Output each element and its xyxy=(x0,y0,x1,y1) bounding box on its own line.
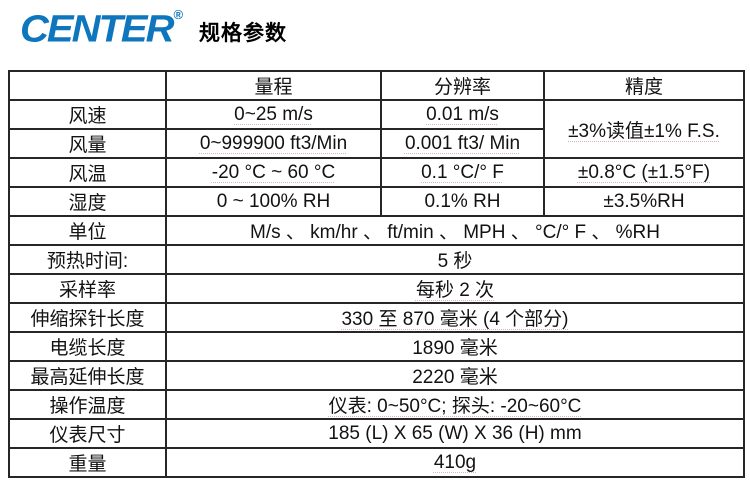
col-header-resolution: 分辨率 xyxy=(380,70,545,101)
spec-table: 量程 分辨率 精度 风速 0~25 m/s 0.01 m/s ±3%读值±1% … xyxy=(8,70,745,478)
row-sampling-rate: 采样率 每秒 2 次 xyxy=(8,273,745,304)
cell-wind-flow-resolution: 0.001 ft3/ Min xyxy=(380,128,545,159)
col-header-accuracy: 精度 xyxy=(543,70,745,101)
cell-operating-temp-value: 仪表: 0~50°C; 探头: -20~60°C xyxy=(165,389,745,420)
cell-max-extension-value: 2220 毫米 xyxy=(165,360,745,391)
label-wind-speed: 风速 xyxy=(8,99,167,130)
cell-humidity-range: 0 ~ 100% RH xyxy=(165,186,382,217)
label-weight: 重量 xyxy=(8,447,167,478)
row-cable-length: 电缆长度 1890 毫米 xyxy=(8,331,745,362)
registered-trademark-icon: ® xyxy=(173,7,184,22)
cell-wind-temp-accuracy: ±0.8°C (±1.5°F) xyxy=(543,157,745,188)
cell-sampling-rate-value: 每秒 2 次 xyxy=(165,273,745,304)
label-cable-length: 电缆长度 xyxy=(8,331,167,362)
cell-probe-length-value: 330 至 870 毫米 (4 个部分) xyxy=(165,302,745,333)
row-warmup-time: 预热时间: 5 秒 xyxy=(8,244,745,275)
row-wind-temp: 风温 -20 °C ~ 60 °C 0.1 °C/° F ±0.8°C (±1.… xyxy=(8,157,745,188)
cell-humidity-accuracy: ±3.5%RH xyxy=(543,186,745,217)
row-max-extension: 最高延伸长度 2220 毫米 xyxy=(8,360,745,391)
row-humidity: 湿度 0 ~ 100% RH 0.1% RH ±3.5%RH xyxy=(8,186,745,217)
label-units: 单位 xyxy=(8,215,167,246)
cell-speed-flow-accuracy: ±3%读值±1% F.S. xyxy=(543,99,745,159)
label-wind-flow: 风量 xyxy=(8,128,167,159)
cell-wind-temp-range: -20 °C ~ 60 °C xyxy=(165,157,382,188)
cell-cable-length-value: 1890 毫米 xyxy=(165,331,745,362)
label-meter-size: 仪表尺寸 xyxy=(8,418,167,449)
row-units: 单位 M/s 、 km/hr 、 ft/min 、 MPH 、 °C/° F 、… xyxy=(8,215,745,246)
label-probe-length: 伸缩探针长度 xyxy=(8,302,167,333)
brand-logo: CENTER xyxy=(20,8,174,50)
cell-wind-temp-resolution: 0.1 °C/° F xyxy=(380,157,545,188)
label-wind-temp: 风温 xyxy=(8,157,167,188)
cell-units-value: M/s 、 km/hr 、 ft/min 、 MPH 、 °C/° F 、 %R… xyxy=(165,215,745,246)
corner-cell xyxy=(8,70,167,101)
col-header-range: 量程 xyxy=(165,70,382,101)
row-weight: 重量 410g xyxy=(8,447,745,478)
label-sampling-rate: 采样率 xyxy=(8,273,167,304)
label-warmup-time: 预热时间: xyxy=(8,244,167,275)
label-operating-temp: 操作温度 xyxy=(8,389,167,420)
cell-meter-size-value: 185 (L) X 65 (W) X 36 (H) mm xyxy=(165,418,745,449)
cell-weight-value: 410g xyxy=(165,447,745,478)
label-max-extension: 最高延伸长度 xyxy=(8,360,167,391)
header-row: 量程 分辨率 精度 xyxy=(8,70,745,101)
row-meter-size: 仪表尺寸 185 (L) X 65 (W) X 36 (H) mm xyxy=(8,418,745,449)
cell-wind-speed-range: 0~25 m/s xyxy=(165,99,382,130)
page-title: 规格参数 xyxy=(199,22,288,45)
page-header: CENTER ® 规格参数 xyxy=(20,6,287,52)
row-operating-temp: 操作温度 仪表: 0~50°C; 探头: -20~60°C xyxy=(8,389,745,420)
cell-wind-flow-range: 0~999900 ft3/Min xyxy=(165,128,382,159)
cell-warmup-time-value: 5 秒 xyxy=(165,244,745,275)
row-wind-flow: 风量 0~999900 ft3/Min 0.001 ft3/ Min xyxy=(8,128,744,159)
cell-humidity-resolution: 0.1% RH xyxy=(380,186,545,217)
cell-wind-speed-resolution: 0.01 m/s xyxy=(380,99,545,130)
label-humidity: 湿度 xyxy=(8,186,167,217)
row-probe-length: 伸缩探针长度 330 至 870 毫米 (4 个部分) xyxy=(8,302,745,333)
row-wind-speed: 风速 0~25 m/s 0.01 m/s ±3%读值±1% F.S. xyxy=(8,99,745,159)
